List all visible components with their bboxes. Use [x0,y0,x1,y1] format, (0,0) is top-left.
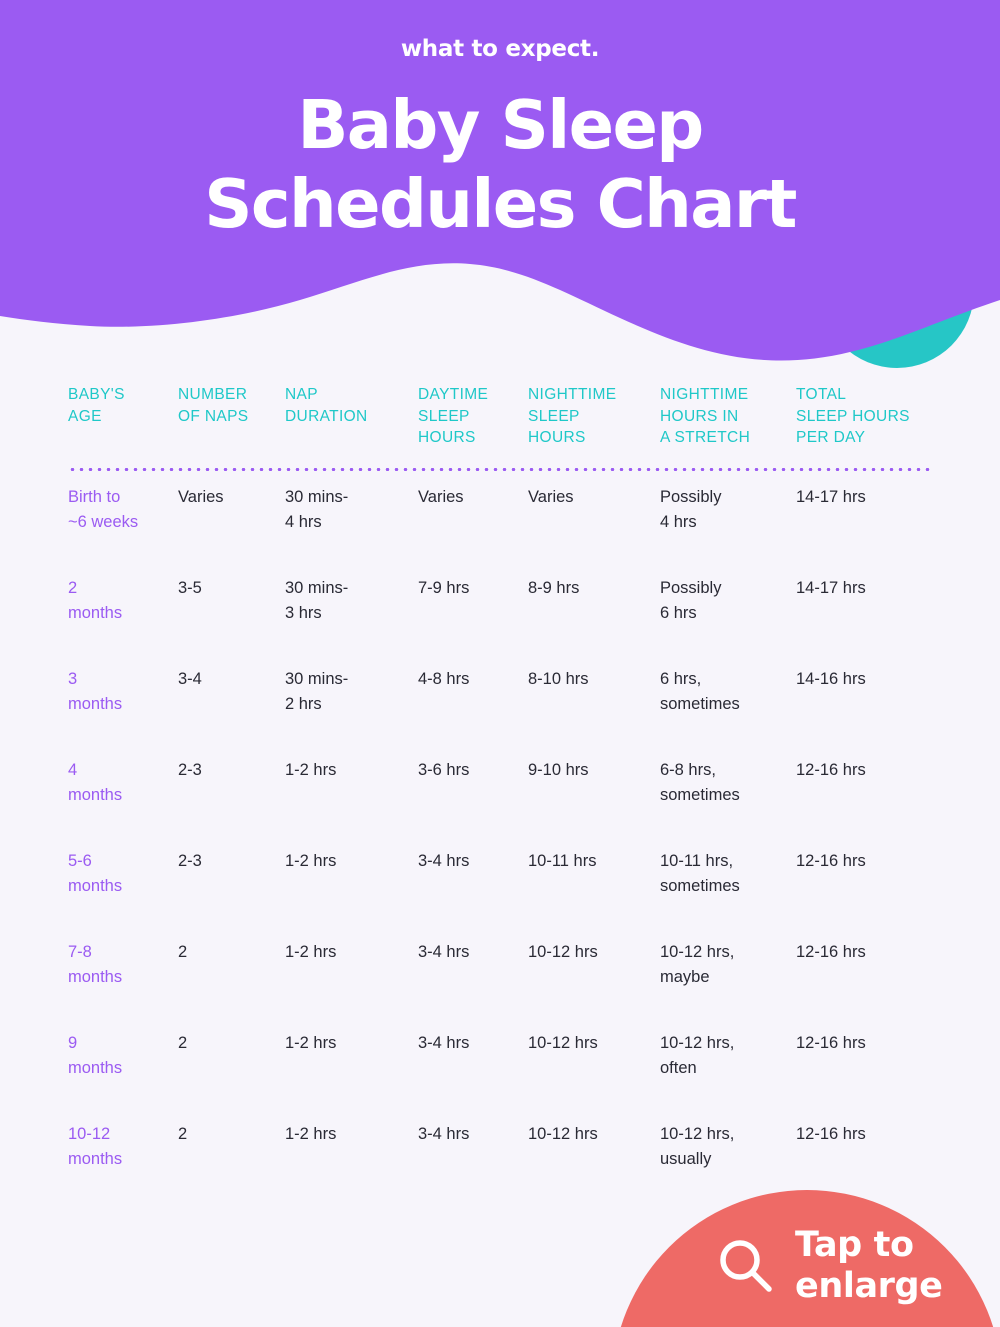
tap-to-enlarge-button[interactable]: Tap to enlarge [612,1190,1000,1327]
cell-age: 2 months [68,578,123,622]
cell-nighttime-sleep: 8-10 hrs [528,669,589,688]
cell-total-sleep: 12-16 hrs [796,942,866,961]
cell-age: 3 months [68,669,123,713]
column-header-nighttime-sleep: NIGHTTIME SLEEP HOURS [528,386,617,446]
cell-daytime-sleep: 3-4 hrs [418,942,470,961]
purple-wave-band [0,0,1000,361]
cell-daytime-sleep: 3-4 hrs [418,851,470,870]
table-row: 2 months 3-5 30 mins- 3 hrs 7-9 hrs 8-9 … [68,576,932,667]
cell-number-of-naps: 2 [178,1124,188,1143]
column-header-age: BABY'S AGE [68,386,125,425]
cell-total-sleep: 12-16 hrs [796,1124,866,1143]
sleep-schedule-table: BABY'S AGE NUMBER OF NAPS NAP DURATION D… [68,384,932,1213]
cell-nap-duration: 1-2 hrs [285,851,337,870]
cell-age: 4 months [68,760,123,804]
cell-nighttime-sleep: 9-10 hrs [528,760,589,779]
table-row: 5-6 months 2-3 1-2 hrs 3-4 hrs 10-11 hrs… [68,849,932,940]
cell-number-of-naps: 3-5 [178,578,202,597]
cell-age: 9 months [68,1033,123,1077]
cell-nighttime-stretch: Possibly 6 hrs [660,578,722,622]
column-header-nighttime-stretch: NIGHTTIME HOURS IN A STRETCH [660,386,751,446]
table-row: 7-8 months 2 1-2 hrs 3-4 hrs 10-12 hrs 1… [68,940,932,1031]
cell-nighttime-sleep: Varies [528,487,574,506]
cell-nighttime-sleep: 10-12 hrs [528,1124,598,1143]
table-divider-row [68,449,932,471]
cell-nighttime-stretch: 6 hrs, sometimes [660,669,740,713]
table-row: 3 months 3-4 30 mins- 2 hrs 4-8 hrs 8-10… [68,667,932,758]
tap-to-enlarge-label: Tap to enlarge [795,1225,943,1306]
cell-total-sleep: 12-16 hrs [796,1033,866,1052]
cell-total-sleep: 12-16 hrs [796,760,866,779]
cell-nighttime-sleep: 8-9 hrs [528,578,580,597]
sleep-schedule-table-wrap: BABY'S AGE NUMBER OF NAPS NAP DURATION D… [68,384,932,1213]
cell-nap-duration: 1-2 hrs [285,1033,337,1052]
cell-nap-duration: 30 mins- 4 hrs [285,487,349,531]
table-row: 4 months 2-3 1-2 hrs 3-6 hrs 9-10 hrs 6-… [68,758,932,849]
column-header-nap-duration: NAP DURATION [285,386,368,425]
cell-number-of-naps: Varies [178,487,224,506]
cell-age: 7-8 months [68,942,123,986]
cell-number-of-naps: 3-4 [178,669,202,688]
cell-age: Birth to ~6 weeks [68,487,139,531]
cell-nap-duration: 30 mins- 3 hrs [285,578,349,622]
cell-nap-duration: 30 mins- 2 hrs [285,669,349,713]
cell-nighttime-stretch: 10-12 hrs, maybe [660,942,735,986]
table-row: Birth to ~6 weeks Varies 30 mins- 4 hrs … [68,471,932,576]
magnifier-icon [720,1240,772,1292]
cell-daytime-sleep: 3-6 hrs [418,760,470,779]
dotted-divider-cell [68,449,932,471]
header-wave-shape [0,0,1000,368]
column-header-total-sleep: TOTAL SLEEP HOURS PER DAY [796,386,910,446]
cell-number-of-naps: 2-3 [178,760,202,779]
table-header-row: BABY'S AGE NUMBER OF NAPS NAP DURATION D… [68,384,932,449]
cell-nighttime-sleep: 10-12 hrs [528,942,598,961]
cell-age: 10-12 months [68,1124,123,1168]
cell-nap-duration: 1-2 hrs [285,942,337,961]
cell-number-of-naps: 2 [178,1033,188,1052]
cell-number-of-naps: 2-3 [178,851,202,870]
cell-nighttime-stretch: 10-12 hrs, usually [660,1124,735,1168]
tap-to-enlarge-content: Tap to enlarge [717,1225,943,1307]
cell-nighttime-sleep: 10-12 hrs [528,1033,598,1052]
brand-logo: what to expect. [400,36,600,62]
dotted-divider [68,467,932,471]
cell-number-of-naps: 2 [178,942,188,961]
cell-total-sleep: 12-16 hrs [796,851,866,870]
cell-total-sleep: 14-17 hrs [796,578,866,597]
cell-nap-duration: 1-2 hrs [285,1124,337,1143]
page-title-line-1: Baby Sleep [297,86,704,164]
cell-total-sleep: 14-16 hrs [796,669,866,688]
cell-daytime-sleep: 3-4 hrs [418,1033,470,1052]
cell-daytime-sleep: Varies [418,487,464,506]
header-band: what to expect. Baby Sleep Schedules Cha… [0,0,1000,380]
cell-nighttime-stretch: 10-11 hrs, sometimes [660,851,740,895]
cell-nighttime-sleep: 10-11 hrs [528,851,597,870]
cell-nap-duration: 1-2 hrs [285,760,337,779]
page-title-line-2: Schedules Chart [204,165,797,243]
cell-total-sleep: 14-17 hrs [796,487,866,506]
cell-daytime-sleep: 3-4 hrs [418,1124,470,1143]
cell-daytime-sleep: 4-8 hrs [418,669,470,688]
table-row: 9 months 2 1-2 hrs 3-4 hrs 10-12 hrs 10-… [68,1031,932,1122]
column-header-daytime-sleep: DAYTIME SLEEP HOURS [418,386,489,446]
cell-age: 5-6 months [68,851,123,895]
cell-nighttime-stretch: 10-12 hrs, often [660,1033,735,1077]
column-header-number-of-naps: NUMBER OF NAPS [178,386,249,425]
page-title: Baby Sleep Schedules Chart [0,86,1000,244]
table-row: 10-12 months 2 1-2 hrs 3-4 hrs 10-12 hrs… [68,1122,932,1213]
cell-nighttime-stretch: 6-8 hrs, sometimes [660,760,740,804]
cell-nighttime-stretch: Possibly 4 hrs [660,487,722,531]
cell-daytime-sleep: 7-9 hrs [418,578,470,597]
table-body: Birth to ~6 weeks Varies 30 mins- 4 hrs … [68,471,932,1213]
